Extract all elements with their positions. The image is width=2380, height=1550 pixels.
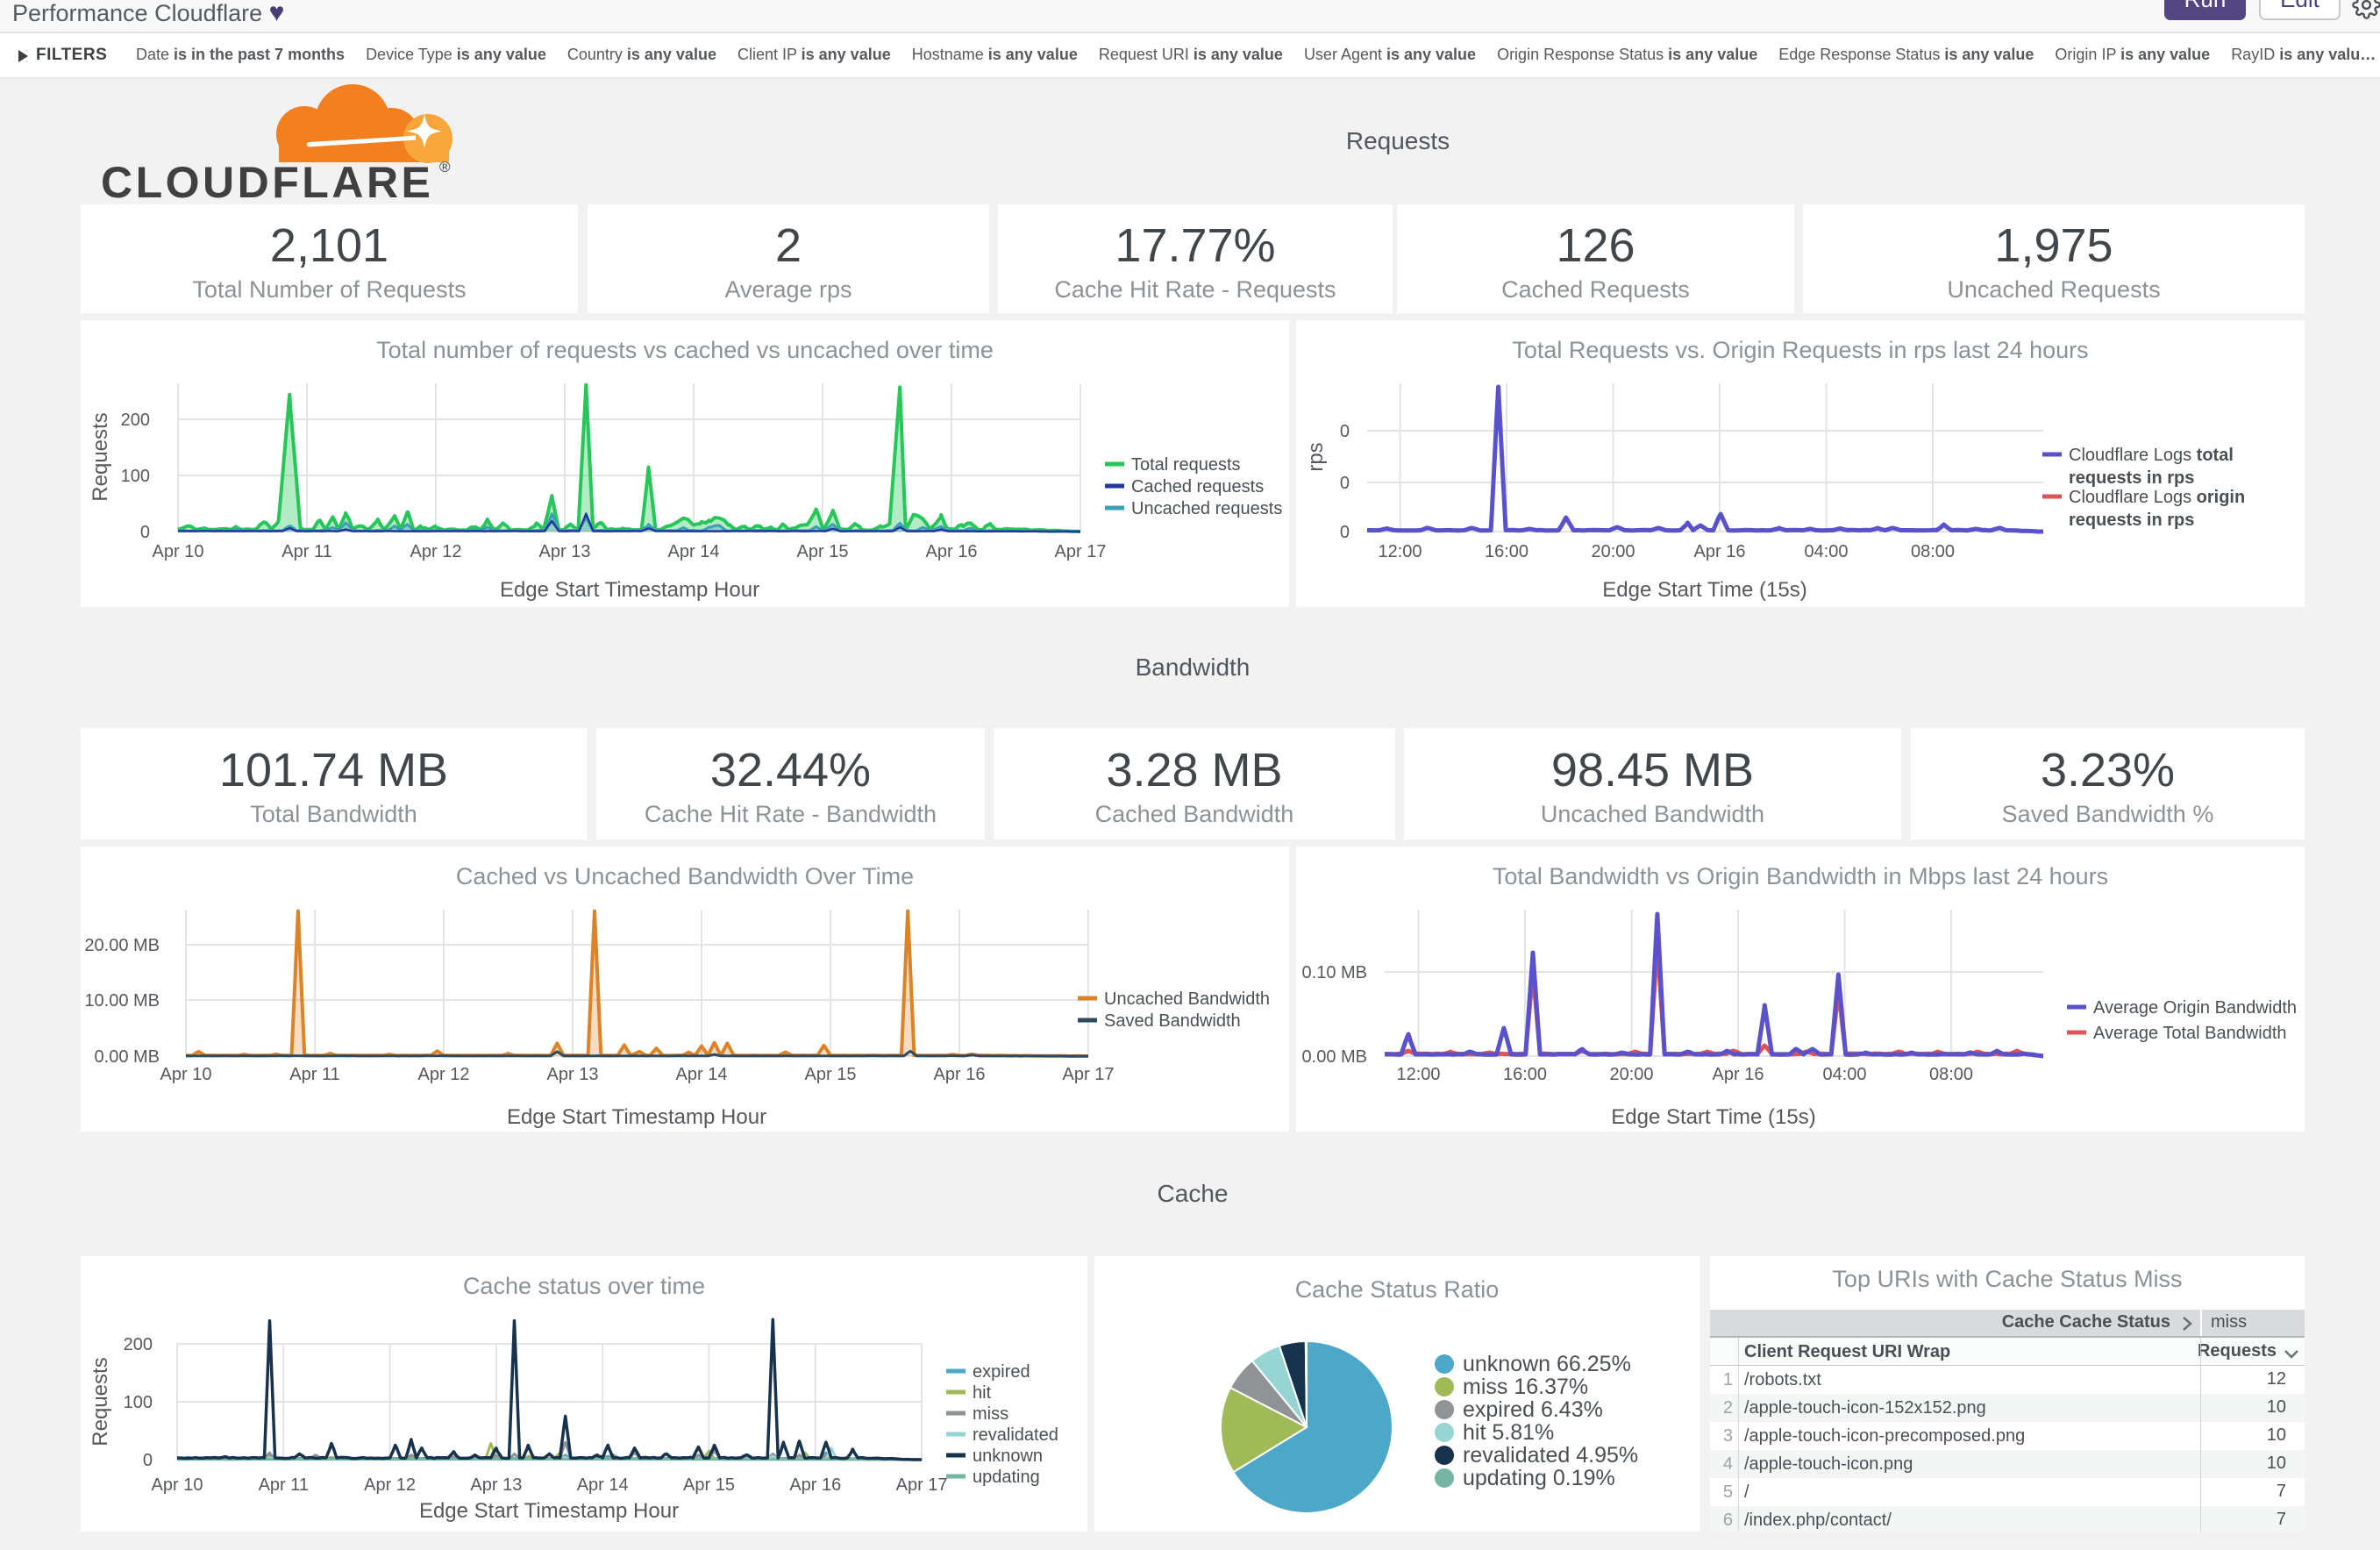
svg-text:CLOUDFLARE: CLOUDFLARE — [101, 158, 433, 204]
svg-text:12:00: 12:00 — [1396, 1065, 1440, 1084]
svg-text:0: 0 — [143, 1451, 153, 1470]
svg-text:Apr 16: Apr 16 — [1713, 1065, 1764, 1084]
svg-text:Edge Start Timestamp Hour: Edge Start Timestamp Hour — [419, 1499, 679, 1523]
svg-text:Apr 10: Apr 10 — [153, 542, 204, 561]
svg-text:10.00 MB: 10.00 MB — [84, 991, 160, 1011]
svg-text:0: 0 — [1340, 523, 1350, 542]
svg-text:Apr 14: Apr 14 — [577, 1475, 629, 1495]
svg-text:0.00 MB: 0.00 MB — [95, 1047, 160, 1067]
svg-text:200: 200 — [124, 1335, 153, 1354]
svg-text:Apr 16: Apr 16 — [789, 1475, 841, 1495]
svg-text:Apr 13: Apr 13 — [539, 542, 591, 561]
svg-text:Apr 17: Apr 17 — [896, 1475, 948, 1495]
svg-text:Edge Start Time (15s): Edge Start Time (15s) — [1611, 1105, 1815, 1129]
svg-text:Cache Status Ratio: Cache Status Ratio — [1295, 1276, 1500, 1303]
svg-text:Apr 13: Apr 13 — [470, 1475, 522, 1495]
svg-text:Edge Start Time (15s): Edge Start Time (15s) — [1602, 578, 1806, 602]
svg-text:Average Total Bandwidth: Average Total Bandwidth — [2093, 1024, 2287, 1043]
svg-text:0.00 MB: 0.00 MB — [1302, 1047, 1367, 1067]
svg-text:100: 100 — [121, 467, 150, 486]
svg-text:Total number of requests vs ca: Total number of requests vs cached vs un… — [376, 337, 994, 363]
svg-text:Requests: Requests — [89, 1357, 112, 1446]
svg-text:Cloudflare Logs origin: Cloudflare Logs origin — [2069, 488, 2245, 507]
svg-text:Apr 16: Apr 16 — [1694, 542, 1746, 561]
svg-text:Saved Bandwidth: Saved Bandwidth — [1104, 1011, 1241, 1031]
svg-text:Apr 11: Apr 11 — [289, 1065, 339, 1084]
svg-text:unknown 66.25%: unknown 66.25% — [1463, 1352, 1631, 1376]
svg-text:Apr 10: Apr 10 — [160, 1065, 212, 1084]
svg-text:Apr 16: Apr 16 — [934, 1065, 986, 1084]
svg-text:Total Bandwidth vs Origin Band: Total Bandwidth vs Origin Bandwidth in M… — [1493, 863, 2108, 889]
svg-text:Apr 16: Apr 16 — [926, 542, 978, 561]
svg-text:Cached vs Uncached Bandwidth O: Cached vs Uncached Bandwidth Over Time — [456, 863, 914, 889]
svg-text:Total requests: Total requests — [1131, 455, 1241, 475]
svg-text:hit: hit — [973, 1383, 992, 1403]
svg-text:Apr 15: Apr 15 — [683, 1475, 735, 1495]
svg-text:Uncached requests: Uncached requests — [1131, 499, 1282, 518]
svg-text:Apr 13: Apr 13 — [547, 1065, 599, 1084]
svg-text:Average Origin Bandwidth: Average Origin Bandwidth — [2093, 998, 2297, 1018]
svg-text:Apr 12: Apr 12 — [364, 1475, 416, 1495]
svg-text:Apr 17: Apr 17 — [1063, 1065, 1115, 1084]
svg-text:Cloudflare Logs total: Cloudflare Logs total — [2069, 446, 2234, 465]
svg-text:Edge Start Timestamp Hour: Edge Start Timestamp Hour — [500, 578, 759, 602]
svg-text:rps: rps — [1304, 442, 1328, 471]
svg-text:08:00: 08:00 — [1911, 542, 1955, 561]
svg-text:Total Requests vs. Origin Requ: Total Requests vs. Origin Requests in rp… — [1512, 337, 2088, 363]
svg-text:unknown: unknown — [973, 1446, 1043, 1466]
svg-text:04:00: 04:00 — [1804, 542, 1848, 561]
svg-text:Requests: Requests — [89, 412, 112, 501]
svg-text:revalidated 4.95%: revalidated 4.95% — [1463, 1443, 1638, 1468]
svg-text:®: ® — [439, 159, 451, 175]
svg-text:updating 0.19%: updating 0.19% — [1463, 1466, 1615, 1490]
svg-text:hit 5.81%: hit 5.81% — [1463, 1420, 1554, 1445]
svg-text:Apr 15: Apr 15 — [797, 542, 849, 561]
svg-text:Apr 10: Apr 10 — [152, 1475, 203, 1495]
svg-text:expired 6.43%: expired 6.43% — [1463, 1397, 1603, 1422]
svg-text:Edge Start Timestamp Hour: Edge Start Timestamp Hour — [507, 1105, 766, 1129]
svg-text:Apr 17: Apr 17 — [1055, 542, 1107, 561]
svg-text:Apr 12: Apr 12 — [418, 1065, 470, 1084]
svg-text:miss 16.37%: miss 16.37% — [1463, 1375, 1588, 1399]
svg-text:08:00: 08:00 — [1929, 1065, 1973, 1084]
svg-text:Cached requests: Cached requests — [1131, 477, 1264, 496]
svg-text:04:00: 04:00 — [1822, 1065, 1866, 1084]
svg-text:200: 200 — [121, 411, 150, 430]
svg-text:0.10 MB: 0.10 MB — [1302, 963, 1367, 982]
svg-text:0: 0 — [1340, 422, 1350, 441]
svg-text:16:00: 16:00 — [1485, 542, 1528, 561]
svg-text:requests in rps: requests in rps — [2069, 468, 2194, 488]
svg-text:0: 0 — [140, 523, 150, 542]
svg-text:16:00: 16:00 — [1503, 1065, 1547, 1084]
svg-text:Apr 14: Apr 14 — [668, 542, 720, 561]
svg-text:requests in rps: requests in rps — [2069, 511, 2194, 530]
svg-text:Cache status over time: Cache status over time — [463, 1273, 705, 1299]
svg-text:20:00: 20:00 — [1609, 1065, 1653, 1084]
svg-text:miss: miss — [973, 1404, 1008, 1424]
svg-text:Apr 11: Apr 11 — [281, 542, 331, 561]
svg-text:Apr 14: Apr 14 — [676, 1065, 728, 1084]
svg-text:12:00: 12:00 — [1378, 542, 1422, 561]
svg-text:100: 100 — [124, 1393, 153, 1412]
svg-text:updating: updating — [973, 1468, 1040, 1487]
svg-text:0: 0 — [1340, 474, 1350, 493]
svg-text:Apr 12: Apr 12 — [410, 542, 462, 561]
svg-text:Uncached Bandwidth: Uncached Bandwidth — [1104, 989, 1270, 1009]
svg-text:Apr 15: Apr 15 — [805, 1065, 857, 1084]
svg-text:expired: expired — [973, 1362, 1030, 1382]
svg-text:Apr 11: Apr 11 — [259, 1475, 309, 1495]
svg-text:20.00 MB: 20.00 MB — [84, 936, 160, 955]
svg-text:20:00: 20:00 — [1591, 542, 1635, 561]
svg-text:revalidated: revalidated — [973, 1425, 1058, 1445]
